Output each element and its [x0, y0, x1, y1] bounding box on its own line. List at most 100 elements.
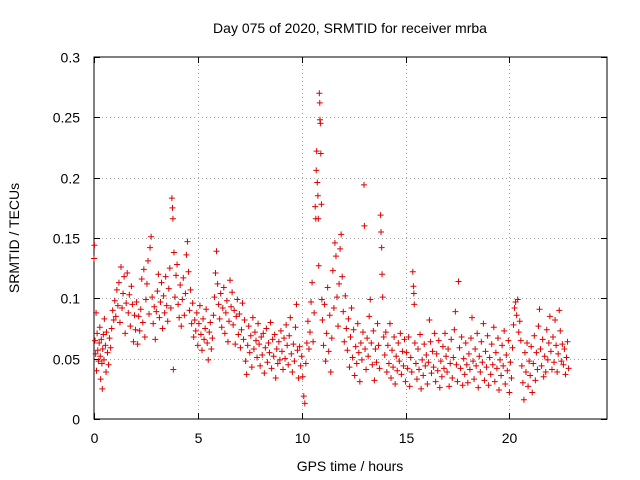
data-point [292, 324, 299, 331]
axis-ticks: 0 5 10 15 20 0 0.05 0.1 0.15 0.2 0.25 0.3 [53, 50, 607, 446]
data-point [134, 341, 141, 348]
data-point [93, 367, 100, 374]
data-point [236, 311, 243, 318]
data-point [261, 370, 268, 377]
data-point [158, 279, 165, 286]
data-point [185, 268, 192, 275]
data-point [565, 365, 572, 372]
data-point [103, 368, 110, 375]
data-point [417, 331, 424, 338]
data-point [503, 352, 510, 359]
data-point [335, 323, 342, 330]
data-point [347, 333, 354, 340]
data-point [260, 330, 267, 337]
data-point [551, 359, 558, 366]
data-point [435, 337, 442, 344]
data-point [127, 323, 134, 330]
data-point [148, 233, 155, 240]
data-point [361, 222, 368, 229]
data-point [91, 255, 97, 262]
data-point [484, 332, 491, 339]
data-point [204, 339, 211, 346]
data-point [513, 312, 520, 319]
y-tick-label: 0.2 [61, 171, 81, 187]
data-point [350, 326, 357, 333]
data-point [321, 301, 328, 308]
data-point [156, 314, 163, 321]
data-point [457, 365, 464, 372]
data-point [390, 364, 397, 371]
data-point [163, 302, 170, 309]
data-point [447, 360, 454, 367]
data-point [170, 249, 177, 256]
data-point [164, 318, 171, 325]
data-point [190, 333, 197, 340]
data-point [427, 338, 434, 345]
data-point [218, 324, 225, 331]
data-point [399, 348, 406, 355]
data-point [124, 269, 131, 276]
data-point [194, 342, 201, 349]
data-point [327, 368, 334, 375]
data-point [400, 362, 407, 369]
data-point [213, 248, 220, 255]
data-point [374, 320, 381, 327]
data-point [308, 298, 315, 305]
data-point [317, 120, 324, 127]
data-point [175, 301, 182, 308]
data-point [396, 358, 403, 365]
data-point [316, 99, 323, 106]
data-point [300, 393, 307, 400]
data-point [266, 349, 273, 356]
data-point [140, 266, 147, 273]
data-point [376, 365, 383, 372]
data-point [560, 361, 567, 368]
data-point [501, 327, 508, 334]
data-point [282, 355, 289, 362]
data-point [196, 302, 203, 309]
data-point [483, 364, 490, 371]
data-point [311, 309, 318, 316]
data-point [137, 306, 144, 313]
data-point [322, 358, 329, 365]
data-point [254, 354, 261, 361]
data-point [404, 365, 411, 372]
data-point [233, 313, 240, 320]
data-point [151, 303, 158, 310]
data-point [167, 304, 174, 311]
data-point [555, 350, 562, 357]
data-point [377, 212, 384, 219]
data-point [319, 317, 326, 324]
data-point [446, 383, 453, 390]
data-point [248, 364, 255, 371]
data-point [431, 330, 438, 337]
data-point [359, 329, 366, 336]
data-point [564, 338, 571, 345]
data-point [301, 400, 308, 407]
data-point [216, 315, 223, 322]
data-point [210, 312, 217, 319]
data-point [314, 192, 321, 199]
data-point [485, 382, 492, 389]
data-point [382, 329, 389, 336]
data-point [94, 330, 101, 337]
data-point [351, 372, 358, 379]
data-point [247, 332, 254, 339]
data-point [241, 317, 248, 324]
data-point [312, 203, 319, 210]
data-point [189, 300, 196, 307]
data-point [372, 346, 379, 353]
data-point [497, 356, 504, 363]
data-point [286, 332, 293, 339]
data-point [126, 291, 133, 298]
data-point [545, 339, 552, 346]
data-point [275, 338, 282, 345]
data-point [294, 347, 301, 354]
data-point [100, 356, 107, 363]
data-points [91, 90, 572, 407]
data-point [307, 329, 313, 336]
data-point [375, 342, 382, 349]
data-point [536, 306, 543, 313]
data-point [276, 356, 283, 363]
data-point [353, 360, 360, 367]
